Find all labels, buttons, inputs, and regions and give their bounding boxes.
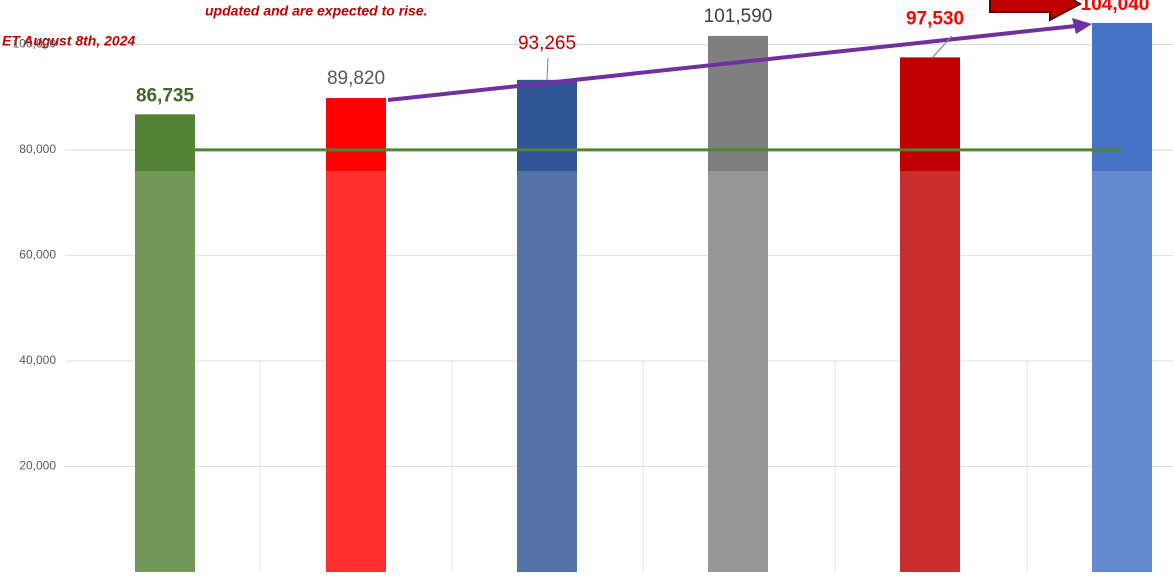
bars	[135, 23, 1152, 573]
y-tick-label: 20,000	[19, 459, 56, 473]
value-label: 86,735	[136, 85, 195, 106]
y-tick-label: 60,000	[19, 248, 56, 262]
value-label: 101,590	[704, 6, 773, 27]
labels: 20,000 40,000 60,000 80,000 100,000 86,735 89,…	[13, 0, 1150, 473]
annotation: ET August 8th, 2024	[2, 33, 136, 49]
y-tick-label: 80,000	[19, 142, 56, 156]
bar	[708, 35, 768, 572]
overlay	[60, 171, 1173, 576]
bar	[1092, 23, 1152, 572]
value-label: 97,530	[906, 8, 964, 29]
annotation: updated and are expected to rise.	[205, 3, 428, 19]
value-label: 104,040	[1081, 0, 1150, 15]
bar	[900, 57, 960, 573]
bar	[326, 98, 386, 573]
leader-line	[546, 57, 549, 81]
red-arrow	[989, 0, 1083, 22]
trend-arrow	[387, 23, 1086, 102]
bar	[135, 114, 195, 572]
leader-line	[931, 35, 953, 59]
value-label: 93,265	[518, 33, 576, 54]
value-label: 89,820	[327, 68, 385, 89]
y-tick-label: 100,000	[13, 36, 57, 50]
bar	[517, 79, 577, 573]
y-tick-label: 40,000	[19, 353, 56, 367]
trend-arrow-head	[1072, 18, 1092, 34]
